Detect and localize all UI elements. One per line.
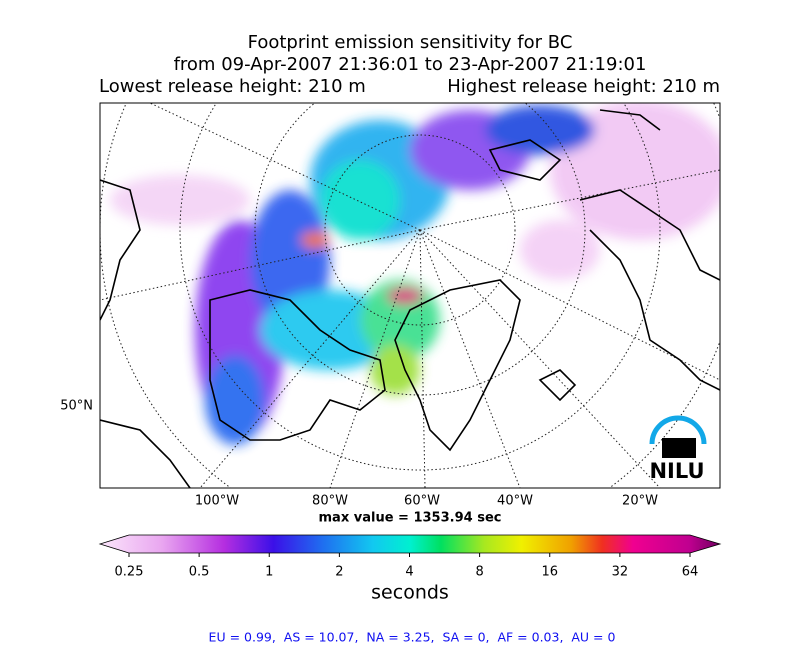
colorbar-ticks: 0.25 0.5 1 2 4 8 16 32 64 [115,553,699,580]
max-value: max value = 1353.94 sec [319,511,502,526]
colorbar-label: seconds [371,582,449,604]
map-frame [99,102,721,489]
lat-label: 50°N [60,399,93,414]
lon-label: 80°W [312,494,348,509]
logo-text: NILU [649,459,704,483]
coastlines [100,109,720,488]
colorbar-tick-label: 8 [475,565,483,580]
colorbar-tick-label: 1 [265,565,273,580]
nilu-logo: NILU [649,415,707,483]
colorbar-tick-label: 2 [335,565,343,580]
lon-label: 40°W [497,494,533,509]
lon-label: 100°W [195,494,239,509]
colorbar-tick-label: 16 [541,565,558,580]
colorbar [98,534,722,554]
colorbar-tick-label: 0.25 [115,565,144,580]
highest-height: Highest release height: 210 m [447,76,720,97]
lowest-height: Lowest release height: 210 m [99,76,366,97]
title: Footprint emission sensitivity for BC [248,32,573,53]
colorbar-tick-label: 64 [682,565,699,580]
map: NILU [100,103,720,488]
lon-label: 20°W [622,494,658,509]
colorbar-tick-label: 32 [612,565,629,580]
colorbar-tick-label: 0.5 [189,565,210,580]
colorbar-tick-label: 4 [405,565,413,580]
lon-labels: 100°W 80°W 60°W 40°W 20°W [195,494,658,509]
footer: EU = 0.99, AS = 10.07, NA = 3.25, SA = 0… [209,630,616,645]
lon-label: 60°W [404,494,440,509]
period: from 09-Apr-2007 21:36:01 to 23-Apr-2007… [174,54,647,75]
